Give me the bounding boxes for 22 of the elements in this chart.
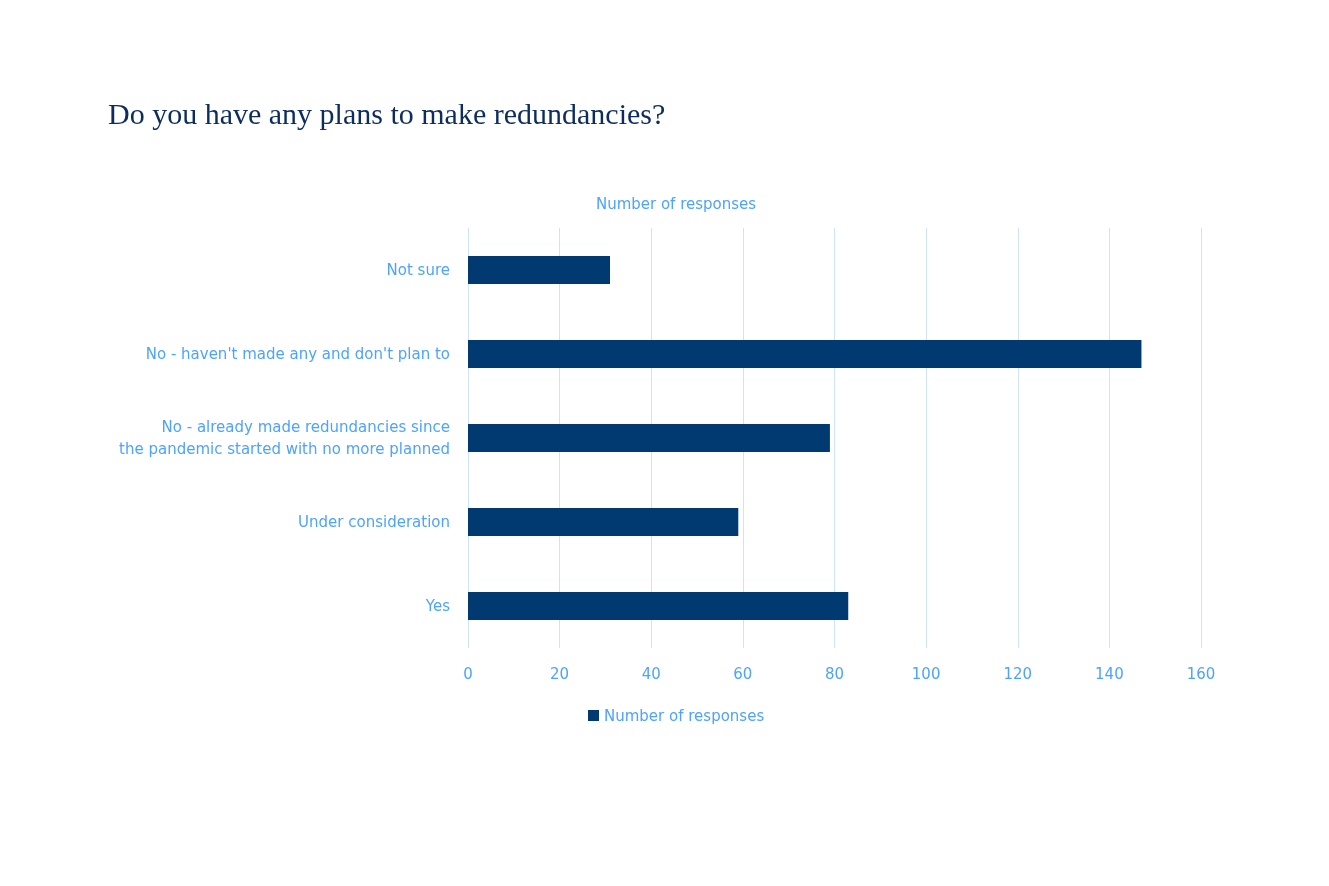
x-tick-label: 80 (824, 664, 845, 683)
y-tick-label: Yes (424, 597, 451, 615)
x-tick-label: 120 (1003, 664, 1033, 683)
x-tick-label: 60 (733, 664, 753, 683)
x-tick-label: 40 (641, 664, 661, 683)
chart-subtitle: Number of responses (595, 194, 757, 213)
bar (468, 424, 830, 452)
x-tick-label: 100 (911, 664, 941, 683)
bar (468, 340, 1142, 368)
legend-label: Number of responses (604, 706, 765, 725)
x-tick-label: 160 (1186, 664, 1216, 683)
bar (468, 592, 849, 620)
bar (468, 256, 611, 284)
y-tick-label: No - already made redundancies since the pandemic started with no more planned (119, 418, 450, 458)
y-tick-label: Under consideration (298, 513, 450, 531)
x-tick-label: 0 (463, 664, 473, 683)
x-tick-label: 20 (550, 664, 570, 683)
y-tick-label: No - haven't made any and don't plan to (145, 345, 450, 363)
bar (468, 508, 739, 536)
x-tick-label: 140 (1095, 664, 1124, 683)
y-tick-label: Not sure (386, 261, 450, 279)
chart-title: Do you have any plans to make redundancies? (108, 96, 666, 130)
